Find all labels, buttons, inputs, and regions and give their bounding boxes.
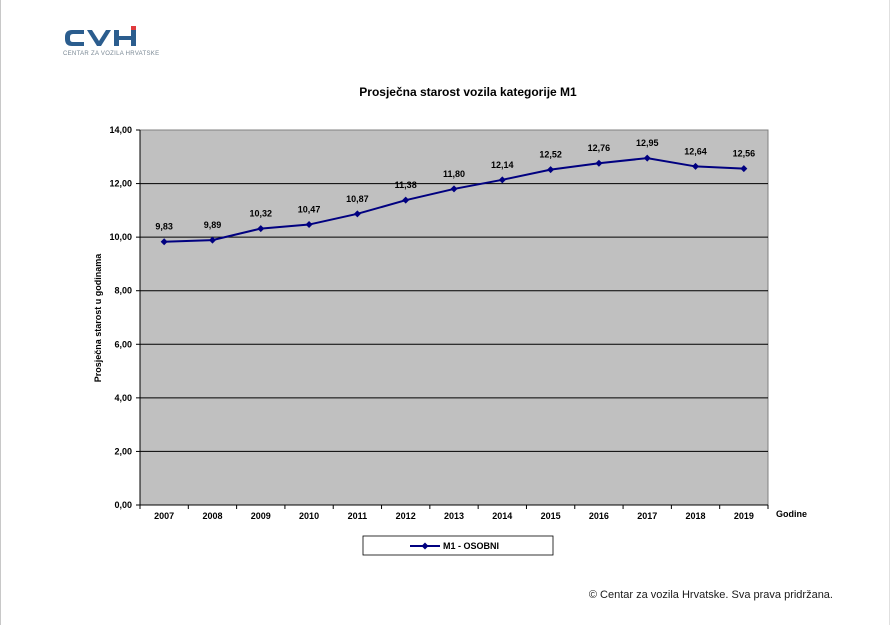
data-point [353,210,361,218]
data-point [547,166,555,174]
logo-letter-v [87,30,111,46]
x-tick-label: 2019 [734,511,754,521]
y-tick-label: 2,00 [114,446,132,456]
data-point [450,185,458,193]
x-tick-label: 2007 [154,511,174,521]
y-tick-label: 0,00 [114,500,132,510]
legend-box [362,535,554,556]
y-tick-label: 4,00 [114,393,132,403]
data-point [402,196,410,204]
data-point [692,162,700,170]
data-labels: 9,83 9,89 10,32 10,47 10,87 11,38 11,80 12,14 12… [155,138,755,232]
legend: M1 - OSOBNI [362,535,554,556]
x-tick-label: 2015 [541,511,561,521]
data-point [595,159,603,167]
data-label: 12,52 [539,150,562,160]
data-point [257,225,265,233]
data-point [643,154,651,162]
x-tick-label: 2012 [396,511,416,521]
copyright-footer: © Centar za vozila Hrvatske. Sva prava p… [588,589,833,601]
data-label: 12,76 [588,143,611,153]
y-axis-title: Prosječna starost u godinama [93,253,103,383]
x-tick-label: 2008 [202,511,222,521]
y-tick-label: 10,00 [109,232,132,242]
data-point [305,221,313,229]
plot-area [139,129,769,506]
x-tick-label: 2018 [686,511,706,521]
chart-title: Prosječna starost vozila kategorije M1 [359,85,577,99]
y-tick-label: 6,00 [114,339,132,349]
data-label: 12,14 [491,160,514,170]
y-tick-label: 14,00 [109,125,132,135]
data-label: 12,64 [684,146,707,156]
x-axis-title: Godine [776,509,807,519]
x-tick-label: 2013 [444,511,464,521]
logo-letter-c [65,30,84,46]
data-label: 9,83 [155,222,173,232]
x-tick-label: 2010 [299,511,319,521]
x-tick-label: 2011 [348,511,368,521]
y-axis: 0,00 2,00 4,00 6,00 8,00 10,00 12,00 14,00 [109,125,141,510]
data-label: 10,47 [298,205,321,215]
gridlines [140,183,768,452]
legend-label: M1 - OSOBNI [443,541,499,551]
y-tick-label: 8,00 [114,286,132,296]
data-point [160,238,168,246]
data-label: 9,89 [204,220,222,230]
logo-accent-bar [131,26,136,30]
y-tick-label: 12,00 [109,179,132,189]
data-label: 10,32 [250,209,273,219]
data-point [740,165,748,173]
data-label: 10,87 [346,194,369,204]
x-tick-label: 2009 [251,511,271,521]
data-label: 12,56 [733,149,756,159]
logo-tagline: CENTAR ZA VOZILA HRVATSKE [63,51,160,57]
data-label: 12,95 [636,138,659,148]
cvh-logo [65,26,136,46]
data-point [498,176,506,184]
x-tick-label: 2017 [637,511,657,521]
x-tick-label: 2016 [589,511,609,521]
legend-marker [421,542,429,550]
data-point [208,236,216,244]
x-tick-label: 2014 [492,511,512,521]
logo-letter-h [114,30,136,46]
x-axis: 2007 2008 2009 2010 2011 2012 2013 2014 2015 2016… [139,504,769,521]
data-label: 11,80 [443,169,465,179]
series-m1-osobni [160,154,748,246]
data-label: 11,38 [395,180,417,190]
